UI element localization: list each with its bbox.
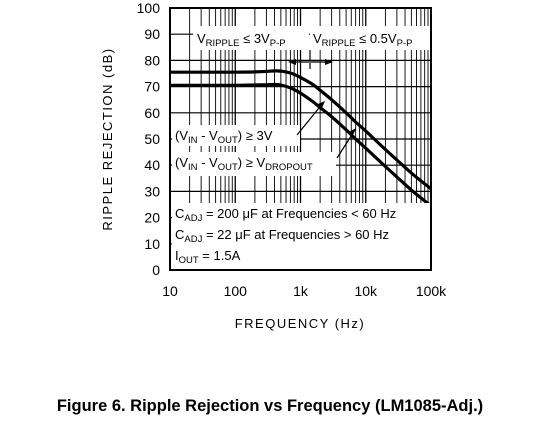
ripple-low-label: VRIPPLE ≤ 3VP-P	[197, 31, 286, 49]
cadj-low-label: CADJ = 200 μF at Frequencies < 60 Hz	[175, 206, 396, 224]
arrow-heads	[288, 59, 356, 135]
y-tick-label: 60	[144, 105, 160, 121]
y-tick-label: 100	[137, 0, 161, 16]
x-tick-label: 1k	[293, 283, 309, 299]
y-tick-label: 20	[144, 210, 160, 226]
y-tick-label: 80	[144, 52, 160, 68]
y-tick-label: 90	[144, 26, 160, 42]
figure-caption: Figure 6. Ripple Rejection vs Frequency …	[56, 397, 484, 415]
series-upper-line	[170, 69, 432, 191]
ripple-high-label: VRIPPLE ≤ 0.5VP-P	[313, 31, 412, 49]
y-tick-label: 0	[152, 262, 160, 278]
y-tick-label: 10	[144, 236, 160, 252]
plot-frame	[169, 7, 432, 271]
y-tick-label: 70	[144, 79, 160, 95]
x-tick-labels: 10 100 1k 10k 100k	[162, 283, 447, 299]
y-tick-labels: 0 10 20 30 40 50 60 70 80 90 100	[137, 0, 161, 278]
x-tick-label: 10	[162, 283, 178, 299]
curves	[170, 69, 432, 208]
annotation-masks	[172, 26, 431, 269]
x-tick-label: 100k	[416, 283, 447, 299]
iout-label: IOUT = 1.5A	[175, 248, 241, 266]
lower-curve-pointer	[336, 129, 356, 159]
x-axis-title: FREQUENCY (Hz)	[235, 316, 366, 331]
upper-curve-condition-label: (VIN - VOUT) ≥ 3V	[175, 128, 273, 146]
annotation-arrows	[290, 50, 356, 159]
y-axis-title: RIPPLE REJECTION (dB)	[100, 47, 115, 230]
x-tick-label: 100	[224, 283, 248, 299]
y-tick-label: 30	[144, 183, 160, 199]
lower-curve-condition-label: (VIN - VOUT) ≥ VDROPOUT	[175, 155, 313, 173]
x-tick-label: 10k	[354, 283, 378, 299]
series-lower-line	[170, 82, 432, 208]
y-tick-label: 50	[144, 131, 160, 147]
upper-curve-pointer	[296, 102, 324, 136]
y-tick-label: 40	[144, 157, 160, 173]
cadj-high-label: CADJ = 22 μF at Frequencies > 60 Hz	[175, 227, 389, 245]
